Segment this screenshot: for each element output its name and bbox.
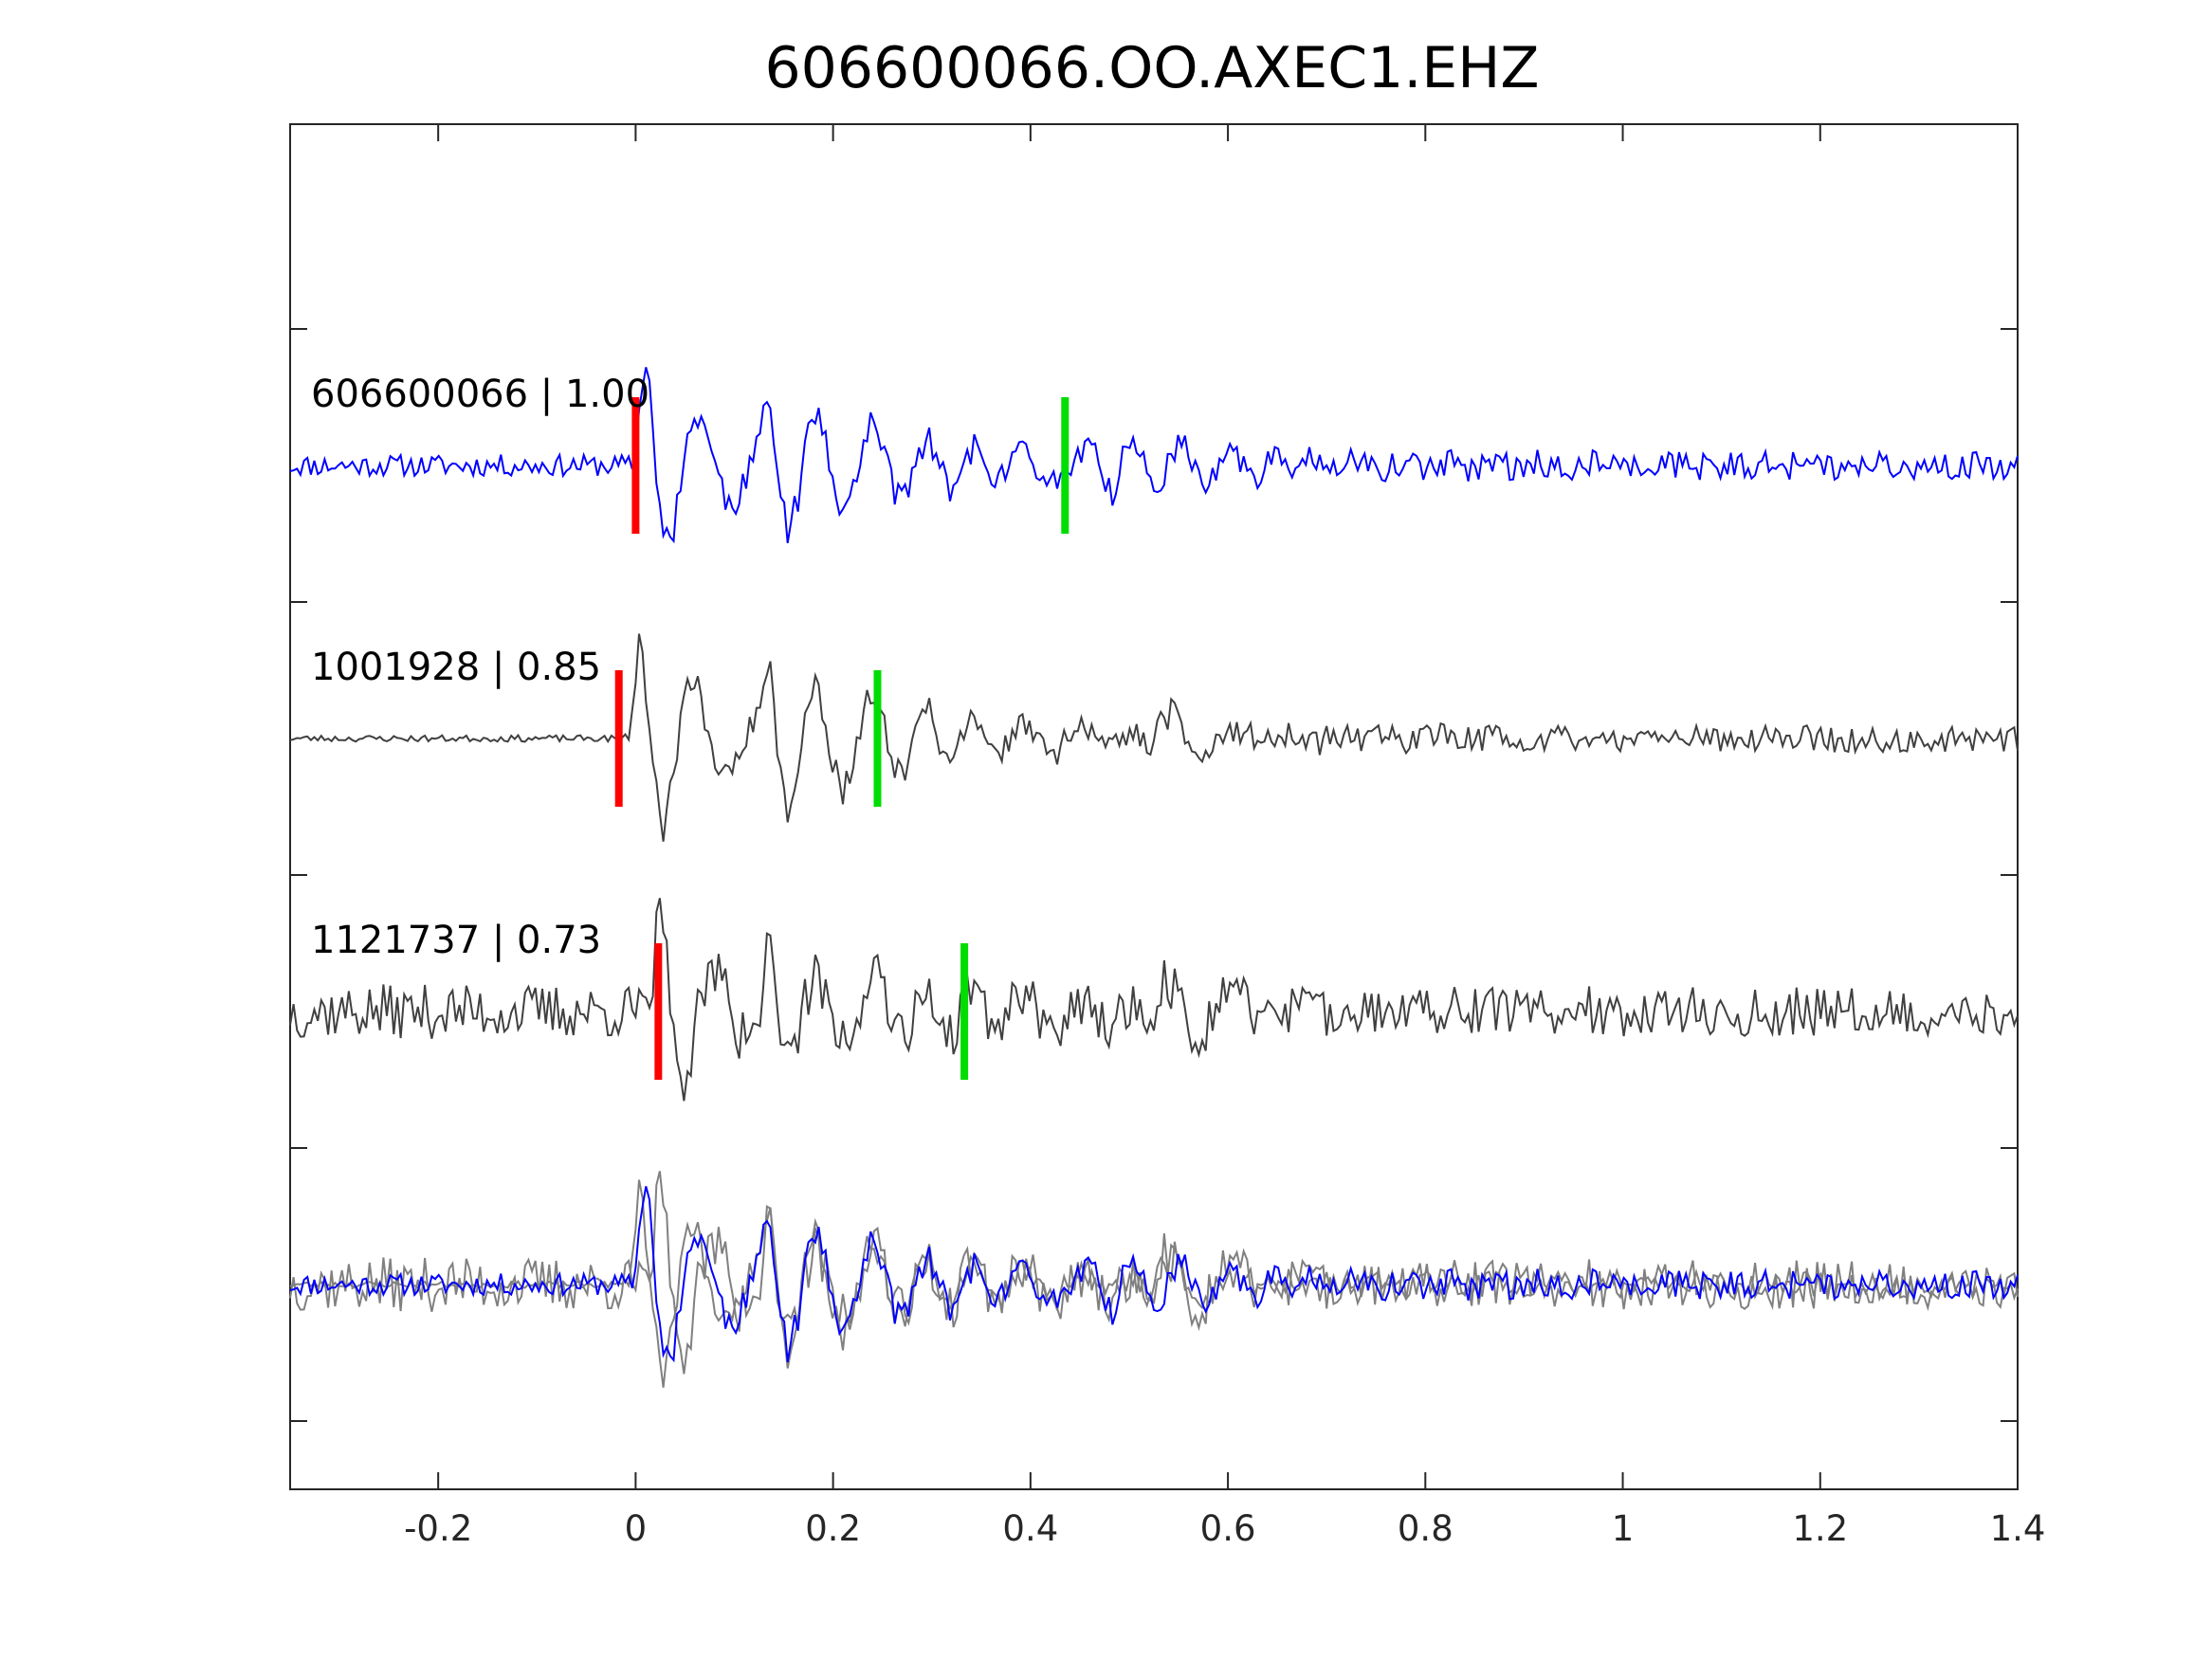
waveform-traces: [289, 367, 2019, 1102]
trace-label: 606600066 | 1.00: [311, 373, 649, 416]
overlay-line-1121737: [289, 1171, 2019, 1375]
chart-title: 606600066.OO.AXEC1.EHZ: [764, 35, 1539, 101]
x-tick-label: 1.4: [1990, 1508, 2046, 1549]
trace-line-1121737: [289, 898, 2019, 1102]
pick-markers: [614, 397, 1069, 1080]
x-tick-label: 0: [625, 1508, 648, 1549]
x-tick-label: 0.2: [805, 1508, 861, 1549]
overlay-traces: [289, 1171, 2019, 1388]
x-tick-label: -0.2: [404, 1508, 472, 1549]
trace-label: 1001928 | 0.85: [311, 646, 601, 689]
x-tick-label: 1: [1612, 1508, 1635, 1549]
x-tick-label: 1.2: [1792, 1508, 1848, 1549]
trace-label: 1121737 | 0.73: [311, 919, 601, 962]
trace-line-1001928: [289, 633, 2019, 842]
axis-ticks: -0.2 0 0.2 0.4 0.6 0.8 1 1.2 1.4: [290, 124, 2045, 1549]
x-tick-label: 0.8: [1398, 1508, 1453, 1549]
x-tick-label: 0.4: [1002, 1508, 1058, 1549]
trace-labels: 606600066 | 1.00 1001928 | 0.85 1121737 | …: [311, 373, 649, 962]
plot-area: [289, 123, 2019, 1490]
trace-line-606600066: [289, 367, 2019, 544]
x-tick-label: 0.6: [1200, 1508, 1256, 1549]
overlay-line-606600066: [289, 1186, 2019, 1363]
